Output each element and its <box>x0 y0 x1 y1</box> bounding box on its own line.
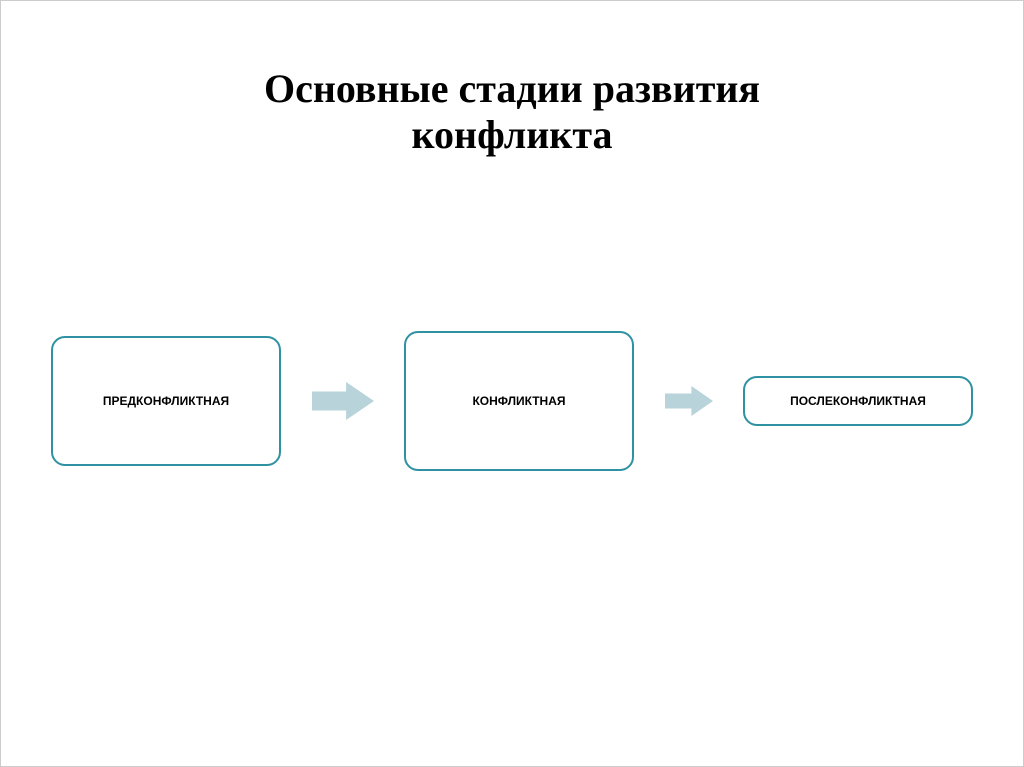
stage-box-2: КОНФЛИКТНАЯ <box>404 331 634 471</box>
stage-label: КОНФЛИКТНАЯ <box>472 394 565 408</box>
arrow-right-icon <box>665 386 713 416</box>
title-line-1: Основные стадии развития <box>264 66 760 111</box>
stage-box-1: ПРЕДКОНФЛИКТНАЯ <box>51 336 281 466</box>
arrow-1 <box>312 382 374 420</box>
arrow-right-icon <box>312 382 374 420</box>
title-line-2: конфликта <box>412 112 613 157</box>
stage-label: ПОСЛЕКОНФЛИКТНАЯ <box>790 394 926 408</box>
arrow-2 <box>665 386 713 416</box>
slide-title: Основные стадии развития конфликта <box>1 66 1023 158</box>
stage-label: ПРЕДКОНФЛИКТНАЯ <box>103 394 229 408</box>
flow-row: ПРЕДКОНФЛИКТНАЯ КОНФЛИКТНАЯ ПОСЛЕКОНФЛИК… <box>51 331 973 471</box>
slide: Основные стадии развития конфликта ПРЕДК… <box>0 0 1024 767</box>
stage-box-3: ПОСЛЕКОНФЛИКТНАЯ <box>743 376 973 426</box>
